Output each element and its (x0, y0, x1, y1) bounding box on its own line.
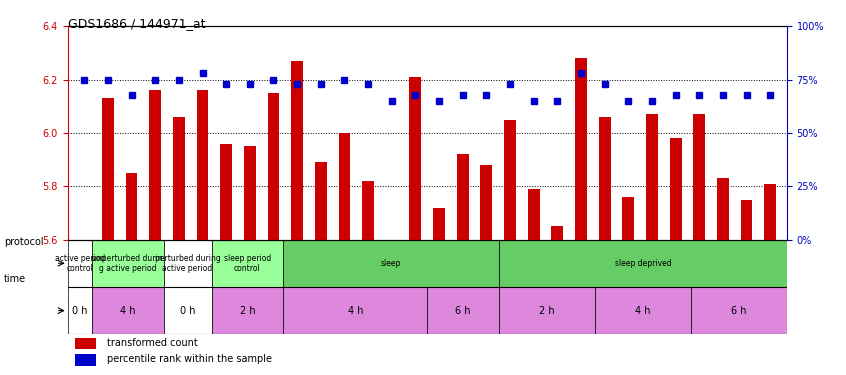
Bar (74, 354, 96, 366)
Bar (102, 98, 114, 240)
Bar (212, 287, 283, 334)
Text: time: time (4, 274, 26, 284)
Bar (691, 287, 787, 334)
Text: 2 h: 2 h (539, 306, 555, 316)
Text: 4 h: 4 h (635, 306, 651, 316)
Text: transformed count: transformed count (107, 338, 198, 348)
Text: unperturbed durin
g active period: unperturbed durin g active period (92, 254, 163, 273)
Bar (409, 77, 421, 240)
Text: 2 h: 2 h (239, 306, 255, 316)
Bar (499, 240, 787, 287)
Text: active period
control: active period control (54, 254, 105, 273)
Bar (315, 162, 327, 240)
Bar (457, 154, 469, 240)
Bar (481, 165, 492, 240)
Bar (149, 90, 161, 240)
Bar (764, 183, 776, 240)
Text: sleep period
control: sleep period control (224, 254, 271, 273)
Bar (646, 114, 658, 240)
Bar (623, 197, 634, 240)
Bar (528, 189, 540, 240)
Bar (163, 287, 212, 334)
Bar (91, 287, 163, 334)
Bar (68, 287, 91, 334)
Bar (499, 287, 595, 334)
Bar (283, 287, 427, 334)
Bar (717, 178, 728, 240)
Bar (338, 133, 350, 240)
Bar (504, 120, 516, 240)
Bar (244, 146, 255, 240)
Bar (163, 240, 212, 287)
Text: 0 h: 0 h (72, 306, 87, 316)
Text: 6 h: 6 h (731, 306, 746, 316)
Bar (427, 287, 499, 334)
Bar (220, 144, 232, 240)
Bar (196, 90, 208, 240)
Text: 6 h: 6 h (455, 306, 471, 316)
Bar (595, 287, 691, 334)
Text: GDS1686 / 144971_at: GDS1686 / 144971_at (68, 17, 206, 30)
Bar (575, 58, 587, 240)
Bar (694, 114, 706, 240)
Text: sleep: sleep (381, 259, 402, 268)
Text: percentile rank within the sample: percentile rank within the sample (107, 354, 272, 364)
Text: protocol: protocol (4, 237, 44, 247)
Bar (552, 226, 563, 240)
Text: perturbed during
active period: perturbed during active period (155, 254, 221, 273)
Bar (283, 240, 499, 287)
Bar (91, 240, 163, 287)
Bar (173, 117, 184, 240)
Bar (740, 200, 752, 240)
Bar (212, 240, 283, 287)
Bar (68, 240, 91, 287)
Bar (670, 138, 682, 240)
Text: 4 h: 4 h (348, 306, 363, 316)
Bar (362, 181, 374, 240)
Text: 0 h: 0 h (180, 306, 195, 316)
Bar (433, 207, 445, 240)
Bar (267, 93, 279, 240)
Bar (126, 173, 137, 240)
Text: sleep deprived: sleep deprived (615, 259, 671, 268)
Bar (291, 61, 303, 240)
Bar (74, 338, 96, 349)
Bar (599, 117, 611, 240)
Text: 4 h: 4 h (120, 306, 135, 316)
